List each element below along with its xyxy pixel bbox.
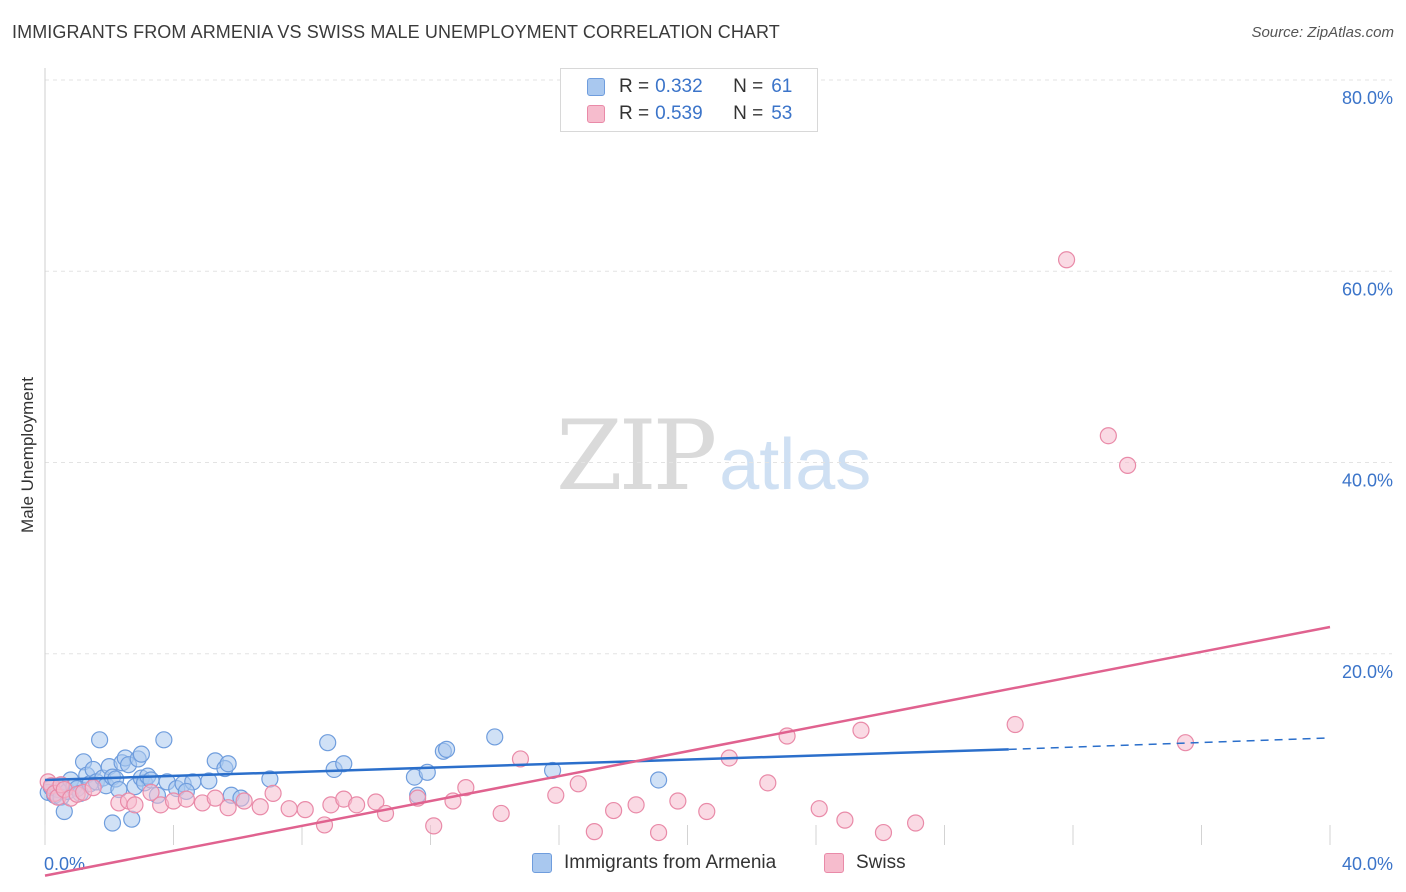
data-point-swiss (219, 799, 237, 817)
data-point-swiss (348, 796, 366, 814)
y-tick-label: 80.0% (1342, 88, 1393, 108)
data-point-armenia (486, 728, 504, 746)
data-point-armenia (319, 734, 337, 752)
data-point-swiss (1057, 251, 1076, 269)
legend-n-value: 61 (771, 76, 793, 97)
y-tick-label: 20.0% (1342, 662, 1393, 682)
data-point-swiss (126, 796, 144, 814)
data-point-swiss (605, 801, 623, 820)
data-point-armenia (132, 745, 150, 763)
legend-r-value: 0.332 (655, 76, 703, 97)
data-point-swiss (280, 800, 298, 818)
y-tick-label: 40.0% (1342, 471, 1393, 491)
legend-n-label: N = (733, 103, 764, 124)
legend-swatch-blue (532, 853, 552, 873)
data-point-armenia (91, 731, 109, 749)
legend-r-label: R = (619, 76, 650, 97)
legend-swatch-blue (587, 78, 605, 96)
watermark-atlas: atlas (719, 425, 872, 505)
data-point-swiss (906, 814, 925, 832)
data-point-swiss (84, 779, 102, 797)
data-point-swiss (457, 779, 475, 797)
data-point-swiss (810, 800, 828, 818)
data-point-armenia (200, 772, 218, 790)
data-point-armenia (649, 771, 668, 789)
data-point-swiss (206, 789, 224, 807)
legend-n-value: 53 (771, 103, 793, 124)
source-label: Source: ZipAtlas.com (1251, 24, 1394, 41)
data-point-armenia (155, 731, 173, 749)
data-point-swiss (836, 811, 854, 829)
legend-item-armenia[interactable]: Immigrants from Armenia (532, 852, 776, 874)
data-point-swiss (585, 823, 603, 841)
legend-stats-row-armenia: R = 0.332 N = 61 (587, 75, 792, 99)
legend-item-label: Swiss (856, 852, 906, 873)
x-tick-label: 40.0% (1342, 854, 1393, 874)
chart-title: IMMIGRANTS FROM ARMENIA VS SWISS MALE UN… (12, 22, 780, 42)
data-point-swiss (1119, 456, 1137, 474)
legend-stats: R = 0.332 N = 61 R = 0.539 N = 53 (560, 68, 818, 132)
y-tick-label: 60.0% (1342, 279, 1393, 299)
data-point-swiss (177, 790, 195, 808)
data-point-swiss (1006, 715, 1024, 734)
watermark-zip: ZIP (556, 400, 717, 512)
data-point-swiss (251, 798, 269, 816)
data-point-swiss (759, 774, 777, 792)
data-point-armenia (219, 755, 237, 773)
data-point-swiss (1099, 427, 1117, 445)
trend-line-swiss (44, 625, 1331, 877)
data-point-swiss (669, 792, 687, 810)
data-point-swiss (511, 750, 530, 768)
legend-n-label: N = (733, 76, 764, 97)
trend-line-armenia (44, 748, 1009, 782)
legend-stats-row-swiss: R = 0.539 N = 53 (587, 102, 792, 126)
data-point-swiss (264, 784, 282, 802)
legend-swatch-pink (587, 105, 605, 123)
data-point-armenia (103, 814, 122, 832)
data-point-armenia (123, 810, 141, 828)
legend-r-value: 0.539 (655, 103, 703, 124)
data-point-swiss (874, 823, 893, 842)
data-point-swiss (547, 786, 565, 804)
legend-item-swiss[interactable]: Swiss (824, 852, 906, 874)
watermark: ZIPatlas (556, 400, 871, 512)
legend-series: Immigrants from Armenia Swiss (0, 852, 1406, 878)
data-point-swiss (425, 817, 443, 835)
data-point-swiss (649, 823, 668, 842)
data-point-swiss (235, 792, 253, 810)
legend-r-label: R = (619, 103, 650, 124)
data-point-swiss (296, 801, 314, 819)
data-point-swiss (367, 793, 385, 811)
data-point-armenia (437, 740, 456, 758)
data-point-swiss (852, 721, 870, 739)
data-point-swiss (142, 783, 160, 802)
data-point-swiss (698, 802, 716, 821)
data-point-swiss (492, 804, 510, 823)
legend-swatch-pink (824, 853, 844, 873)
legend-item-label: Immigrants from Armenia (564, 852, 777, 873)
data-point-swiss (569, 775, 587, 793)
trend-line-extension-armenia (1008, 737, 1331, 751)
data-point-swiss (627, 796, 645, 814)
